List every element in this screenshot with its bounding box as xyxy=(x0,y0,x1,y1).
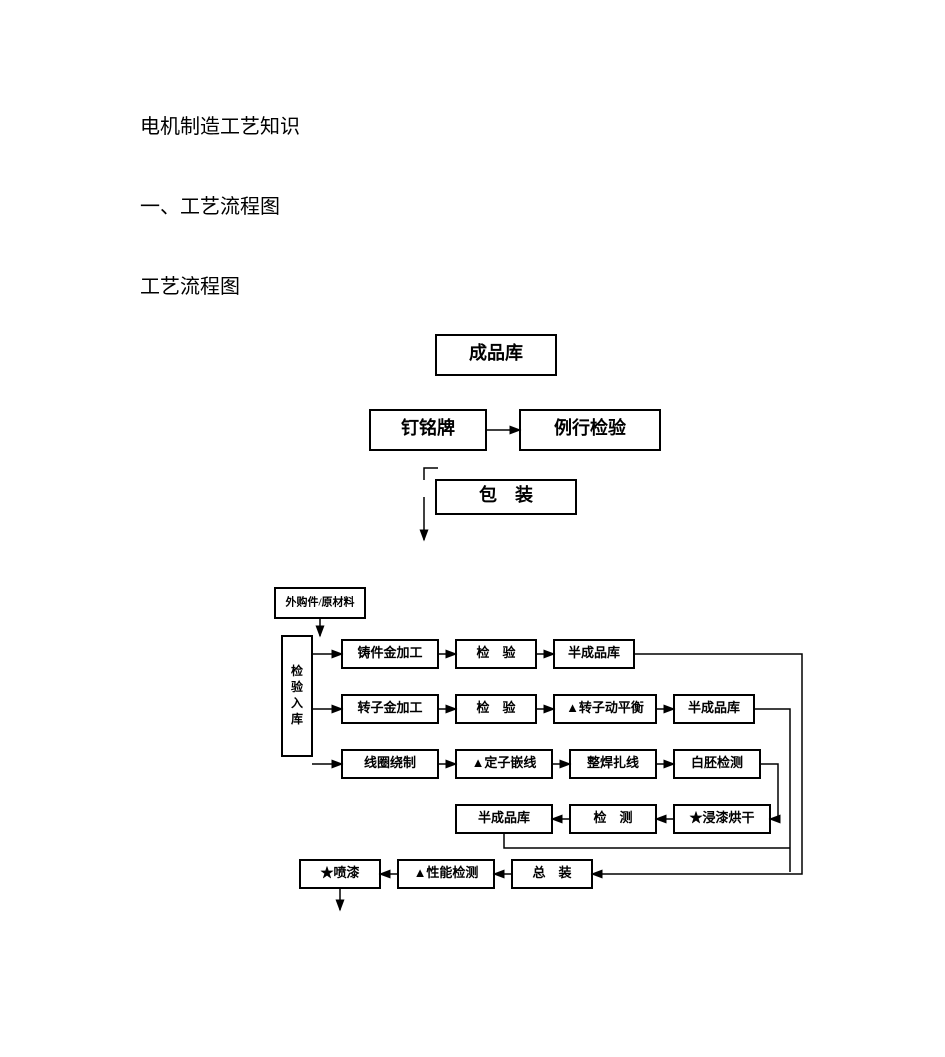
svg-text:包 装: 包 装 xyxy=(479,484,533,505)
svg-text:▲性能检测: ▲性能检测 xyxy=(414,865,479,880)
svg-text:成品库: 成品库 xyxy=(469,342,523,363)
document-page: 电机制造工艺知识 一、工艺流程图 工艺流程图 成品库钉铭牌例行检验包 装外购件/… xyxy=(0,0,945,1057)
process-flowchart: 成品库钉铭牌例行检验包 装外购件/原材料检验入库铸件金加工检 验半成品库转子金加… xyxy=(0,0,945,1057)
svg-text:外购件/原材料: 外购件/原材料 xyxy=(284,595,354,609)
svg-text:▲定子嵌线: ▲定子嵌线 xyxy=(472,755,537,770)
svg-text:检 验: 检 验 xyxy=(476,700,516,715)
svg-text:钉铭牌: 钉铭牌 xyxy=(401,417,455,438)
svg-text:整焊扎线: 整焊扎线 xyxy=(586,755,639,770)
svg-text:转子金加工: 转子金加工 xyxy=(357,700,422,715)
svg-text:检: 检 xyxy=(291,663,303,678)
svg-text:半成品库: 半成品库 xyxy=(478,810,530,825)
svg-text:半成品库: 半成品库 xyxy=(688,700,740,715)
svg-text:例行检验: 例行检验 xyxy=(554,417,627,438)
svg-text:总 装: 总 装 xyxy=(532,865,571,880)
svg-text:验: 验 xyxy=(291,679,304,694)
svg-text:★浸漆烘干: ★浸漆烘干 xyxy=(689,810,754,825)
svg-text:库: 库 xyxy=(291,711,303,726)
svg-text:半成品库: 半成品库 xyxy=(568,645,620,660)
svg-text:检 验: 检 验 xyxy=(476,645,516,660)
svg-text:白胚检测: 白胚检测 xyxy=(691,755,743,770)
svg-text:★喷漆: ★喷漆 xyxy=(320,865,359,880)
svg-text:检 测: 检 测 xyxy=(593,810,632,825)
svg-text:入: 入 xyxy=(291,696,303,710)
svg-text:线圈绕制: 线圈绕制 xyxy=(364,755,416,770)
svg-text:铸件金加工: 铸件金加工 xyxy=(357,645,422,660)
svg-text:▲转子动平衡: ▲转子动平衡 xyxy=(566,700,644,715)
